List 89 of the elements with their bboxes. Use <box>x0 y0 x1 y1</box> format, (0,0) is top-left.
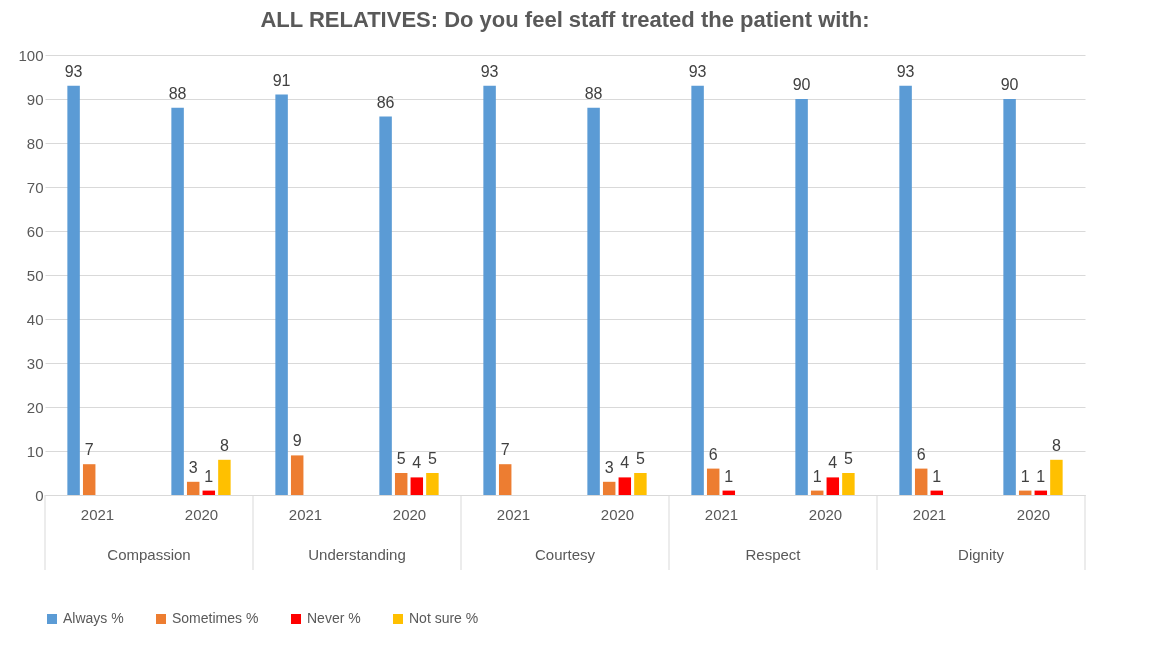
bar <box>634 473 647 495</box>
x-tick-label: 2021 <box>912 505 947 523</box>
bar <box>379 116 392 495</box>
bar <box>602 481 616 495</box>
data-label: 86 <box>376 93 395 111</box>
data-label: 88 <box>584 84 603 102</box>
data-label: 8 <box>219 436 229 454</box>
bar <box>899 85 912 495</box>
bar <box>67 85 80 495</box>
bar <box>914 468 928 495</box>
data-label: 7 <box>84 441 94 459</box>
bar <box>826 477 840 495</box>
y-tick-label: 20 <box>26 398 44 416</box>
legend-label: Not sure % <box>409 610 479 626</box>
data-label: 5 <box>427 450 437 467</box>
x-tick-label: 2020 <box>1016 505 1051 523</box>
bar <box>842 473 855 495</box>
text: Understanding <box>308 546 406 563</box>
x-tick-label: 2021 <box>80 505 115 523</box>
y-tick-label: 0 <box>35 486 44 504</box>
data-label: 1 <box>1020 467 1030 485</box>
x-tick-label: 2020 <box>184 505 219 523</box>
x-tick-label: 2020 <box>392 505 427 523</box>
data-label: 4 <box>620 454 630 472</box>
bar <box>426 473 439 495</box>
y-tick-label: 10 <box>26 442 44 460</box>
x-tick-label: 2021 <box>496 505 531 523</box>
bar <box>82 464 96 495</box>
legend-label: Sometimes % <box>172 610 259 626</box>
data-label: 4 <box>828 454 838 472</box>
data-label: 3 <box>188 458 198 476</box>
data-label: 6 <box>916 445 926 463</box>
data-label: 93 <box>688 62 707 80</box>
bar <box>171 107 184 495</box>
data-label: 5 <box>635 450 645 467</box>
bar <box>1050 459 1063 495</box>
data-label: 6 <box>708 445 718 463</box>
y-tick-label: 90 <box>26 90 44 108</box>
y-tick-label: 30 <box>26 354 44 372</box>
bar <box>1003 99 1016 495</box>
data-label: 90 <box>792 76 811 93</box>
data-label: 9 <box>292 432 302 450</box>
data-label: 1 <box>932 467 942 485</box>
legend-label: Never % <box>307 610 361 626</box>
bar <box>795 99 808 495</box>
data-label: 7 <box>500 441 510 459</box>
data-label: 1 <box>812 467 822 485</box>
data-label: 1 <box>724 467 734 485</box>
legend-label: Always % <box>63 610 124 626</box>
data-label: 5 <box>396 450 406 467</box>
x-tick-label: 2020 <box>600 505 635 523</box>
y-tick-label: 50 <box>26 266 44 284</box>
y-tick-label: 100 <box>18 46 44 64</box>
text: Dignity <box>958 546 1005 563</box>
data-label: 88 <box>168 84 187 102</box>
bar <box>691 85 704 495</box>
y-tick-label: 80 <box>26 134 44 152</box>
bar <box>218 459 231 495</box>
bar <box>394 473 408 495</box>
x-tick-label: 2020 <box>808 505 843 523</box>
bar <box>410 477 424 495</box>
bar <box>275 94 288 495</box>
data-label: 5 <box>843 450 853 467</box>
text: Respect <box>745 546 802 563</box>
data-label: 91 <box>272 71 291 89</box>
x-tick-label: 2021 <box>288 505 323 523</box>
bar <box>498 464 512 495</box>
text: Compassion <box>107 546 191 563</box>
y-tick-label: 70 <box>26 178 44 196</box>
y-tick-label: 60 <box>26 222 44 240</box>
bar <box>483 85 496 495</box>
data-label: 4 <box>412 454 422 472</box>
bar <box>186 481 200 495</box>
bar <box>706 468 720 495</box>
data-label: 93 <box>480 62 499 80</box>
bar <box>587 107 600 495</box>
data-label: 93 <box>64 62 83 80</box>
data-label: 1 <box>1036 467 1046 485</box>
y-tick-label: 40 <box>26 310 44 328</box>
data-label: 90 <box>1000 76 1019 93</box>
data-label: 3 <box>604 458 614 476</box>
text: Courtesy <box>534 546 596 563</box>
data-label: 1 <box>204 467 214 485</box>
bar <box>618 477 632 495</box>
bar <box>290 455 304 495</box>
chart-title: ALL RELATIVES: Do you feel staff treated the patient with: <box>260 7 870 32</box>
data-label: 8 <box>1051 436 1061 454</box>
x-tick-label: 2021 <box>704 505 739 523</box>
data-label: 93 <box>896 62 915 80</box>
